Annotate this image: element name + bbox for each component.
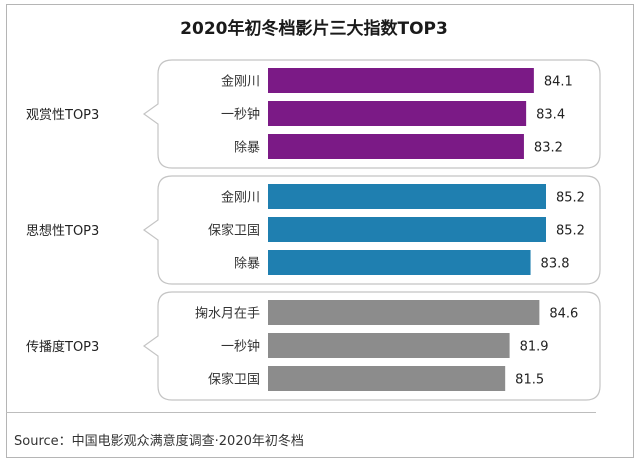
- source-note: Source：中国电影观众满意度调查·2020年初冬档: [14, 434, 304, 449]
- value-label: 81.9: [520, 340, 549, 355]
- category-label: 掬水月在手: [195, 307, 260, 322]
- bar: [268, 217, 546, 242]
- chart-title: 2020年初冬档影片三大指数TOP3: [180, 19, 448, 39]
- group-label: 观赏性TOP3: [26, 108, 99, 123]
- value-label: 83.8: [541, 257, 570, 272]
- bar: [268, 250, 531, 275]
- bar: [268, 184, 546, 209]
- category-label: 金刚川: [221, 74, 260, 90]
- category-label: 一秒钟: [221, 107, 260, 123]
- bar: [268, 101, 527, 126]
- category-label: 保家卫国: [208, 223, 260, 239]
- bar: [268, 333, 510, 358]
- bar: [268, 366, 506, 391]
- category-label: 除暴: [234, 141, 260, 156]
- bar: [268, 300, 540, 325]
- value-label: 81.5: [515, 373, 544, 388]
- value-label: 84.1: [544, 75, 573, 90]
- bar: [268, 134, 524, 159]
- value-label: 83.2: [534, 141, 563, 156]
- category-label: 保家卫国: [208, 372, 260, 388]
- value-label: 85.2: [556, 191, 585, 206]
- group-label: 思想性TOP3: [26, 223, 99, 239]
- category-label: 金刚川: [221, 190, 260, 206]
- value-label: 84.6: [549, 307, 578, 322]
- group-label: 传播度TOP3: [26, 339, 99, 355]
- source-divider: [6, 412, 596, 413]
- category-label: 除暴: [234, 257, 260, 272]
- value-label: 85.2: [556, 224, 585, 239]
- value-label: 83.4: [536, 108, 565, 123]
- bar: [268, 68, 534, 93]
- category-label: 一秒钟: [221, 339, 260, 355]
